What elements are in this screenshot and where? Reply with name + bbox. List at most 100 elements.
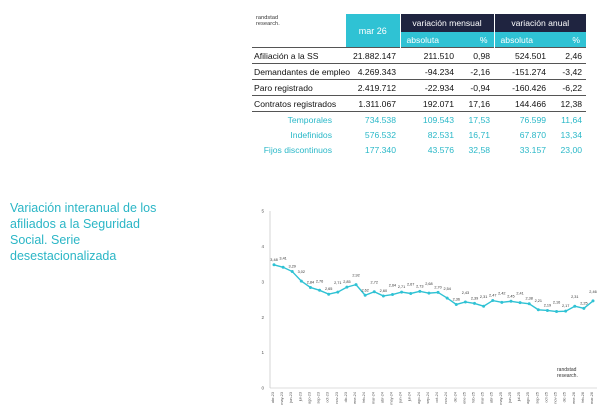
- row-label: Contratos registrados: [252, 95, 346, 112]
- chart-brand-logo-line1: randstad: [557, 367, 577, 373]
- data-label: 2,41: [516, 292, 523, 296]
- data-point: [290, 270, 294, 274]
- data-label: 3,41: [279, 256, 286, 260]
- data-point: [582, 306, 586, 310]
- data-point: [518, 301, 522, 305]
- data-label: 2,65: [325, 287, 332, 291]
- table-row: Paro registrado 2.419.712 -22.934 -0,94 …: [252, 79, 587, 96]
- row-monthly-abs: -94.234: [400, 63, 458, 80]
- data-label: 2,54: [443, 287, 450, 291]
- data-point: [473, 301, 477, 305]
- x-tick-label: may-25: [499, 392, 503, 405]
- y-tick-label: 0: [261, 386, 264, 391]
- header-monthly-pct: %: [458, 32, 495, 48]
- data-label: 3,29: [289, 265, 296, 269]
- x-tick-label: oct-24: [435, 392, 439, 403]
- row-annual-pct: 2,46: [550, 47, 587, 64]
- x-tick-label: ago-25: [526, 392, 530, 404]
- row-annual-pct: -3,42: [550, 63, 587, 80]
- data-label: 2,64: [389, 284, 396, 288]
- x-tick-label: mar-26: [590, 392, 594, 404]
- x-tick-label: dic-24: [453, 392, 457, 402]
- data-label: 2,85: [343, 280, 350, 284]
- row-monthly-pct: 16,71: [468, 129, 491, 140]
- brand-logo-line1: randstad: [256, 15, 279, 21]
- row-monthly-pct: 17,53: [468, 114, 491, 125]
- data-point: [354, 283, 358, 287]
- row-value: 177.340: [364, 144, 396, 155]
- data-point: [545, 308, 549, 312]
- row-annual-abs: 524.501: [494, 47, 551, 64]
- data-label: 2,21: [535, 299, 542, 303]
- x-tick-label: nov-23: [335, 392, 339, 404]
- table-row: Temporales 734.538 109.543 17,53 76.599 …: [252, 112, 586, 128]
- row-monthly-abs: 109.543: [422, 114, 454, 125]
- data-label: 2,68: [425, 282, 432, 286]
- data-label: 2,42: [498, 291, 505, 295]
- x-tick-label: may-23: [280, 392, 284, 405]
- data-point: [445, 296, 449, 300]
- data-label: 2,92: [352, 274, 359, 278]
- x-tick-label: nov-24: [444, 392, 448, 404]
- row-value: 21.882.147: [346, 47, 400, 64]
- data-point: [272, 263, 276, 267]
- data-label: 2,45: [507, 294, 514, 298]
- data-point: [390, 293, 394, 297]
- row-annual-abs: -160.426: [494, 79, 551, 96]
- x-tick-label: ene-25: [462, 392, 466, 404]
- table-header-row-1: mar 26 variación mensual variación anual: [252, 14, 587, 48]
- data-label: 2,67: [407, 282, 414, 286]
- data-label: 2,47: [489, 294, 496, 298]
- row-value: 576.532: [364, 129, 396, 140]
- data-point: [527, 302, 531, 306]
- header-annual-change: variación anual: [493, 14, 587, 32]
- data-point: [491, 299, 495, 303]
- x-tick-label: abr-25: [490, 392, 494, 403]
- data-label: 2,31: [571, 295, 578, 299]
- x-tick-label: nov-25: [554, 392, 558, 404]
- row-annual-pct: -6,22: [550, 79, 587, 96]
- x-tick-label: jul-23: [298, 392, 302, 402]
- data-label: 2,16: [553, 301, 560, 305]
- data-point: [372, 290, 376, 294]
- chart-caption: Variación interanual de los afiliados a …: [10, 201, 157, 263]
- brand-logo: randstad research.: [256, 15, 280, 27]
- data-point: [363, 293, 367, 297]
- data-point: [299, 279, 303, 283]
- data-point: [400, 290, 404, 294]
- row-monthly-pct: -2,16: [458, 63, 495, 80]
- data-point: [381, 294, 385, 298]
- data-label: 2,31: [480, 295, 487, 299]
- x-tick-label: dic-23: [344, 392, 348, 402]
- data-point: [573, 304, 577, 308]
- x-tick-label: sep-24: [426, 392, 430, 404]
- data-label: 2,19: [544, 303, 551, 307]
- y-tick-label: 4: [261, 244, 264, 249]
- data-label: 2,76: [316, 279, 323, 283]
- y-tick-label: 1: [261, 350, 264, 355]
- series-line: [273, 264, 594, 313]
- data-point: [536, 308, 540, 312]
- data-label: 2,43: [462, 291, 469, 295]
- data-label: 2,38: [526, 297, 533, 301]
- data-label: 2,46: [589, 290, 596, 294]
- data-point: [281, 265, 285, 269]
- chart-brand-logo: randstad research.: [557, 367, 578, 379]
- data-point: [509, 299, 513, 303]
- row-value: 1.311.067: [346, 95, 400, 112]
- table-row: Contratos registrados 1.311.067 192.071 …: [252, 95, 587, 112]
- header-monthly-change: variación mensual: [399, 14, 495, 32]
- x-tick-label: ene-24: [353, 392, 357, 404]
- data-label: 2,71: [398, 285, 405, 289]
- row-annual-pct: 12,38: [550, 95, 587, 112]
- x-tick-label: jun-25: [508, 392, 512, 404]
- header-month: mar 26: [346, 14, 400, 48]
- y-tick-label: 3: [261, 279, 264, 284]
- row-monthly-abs: 192.071: [400, 95, 458, 112]
- x-tick-label: sep-23: [317, 392, 321, 404]
- labour-market-table: mar 26 variación mensual variación anual…: [252, 14, 587, 157]
- data-label: 2,36: [453, 297, 460, 301]
- row-monthly-pct: 0,98: [458, 47, 495, 64]
- row-monthly-abs: 211.510: [400, 47, 458, 64]
